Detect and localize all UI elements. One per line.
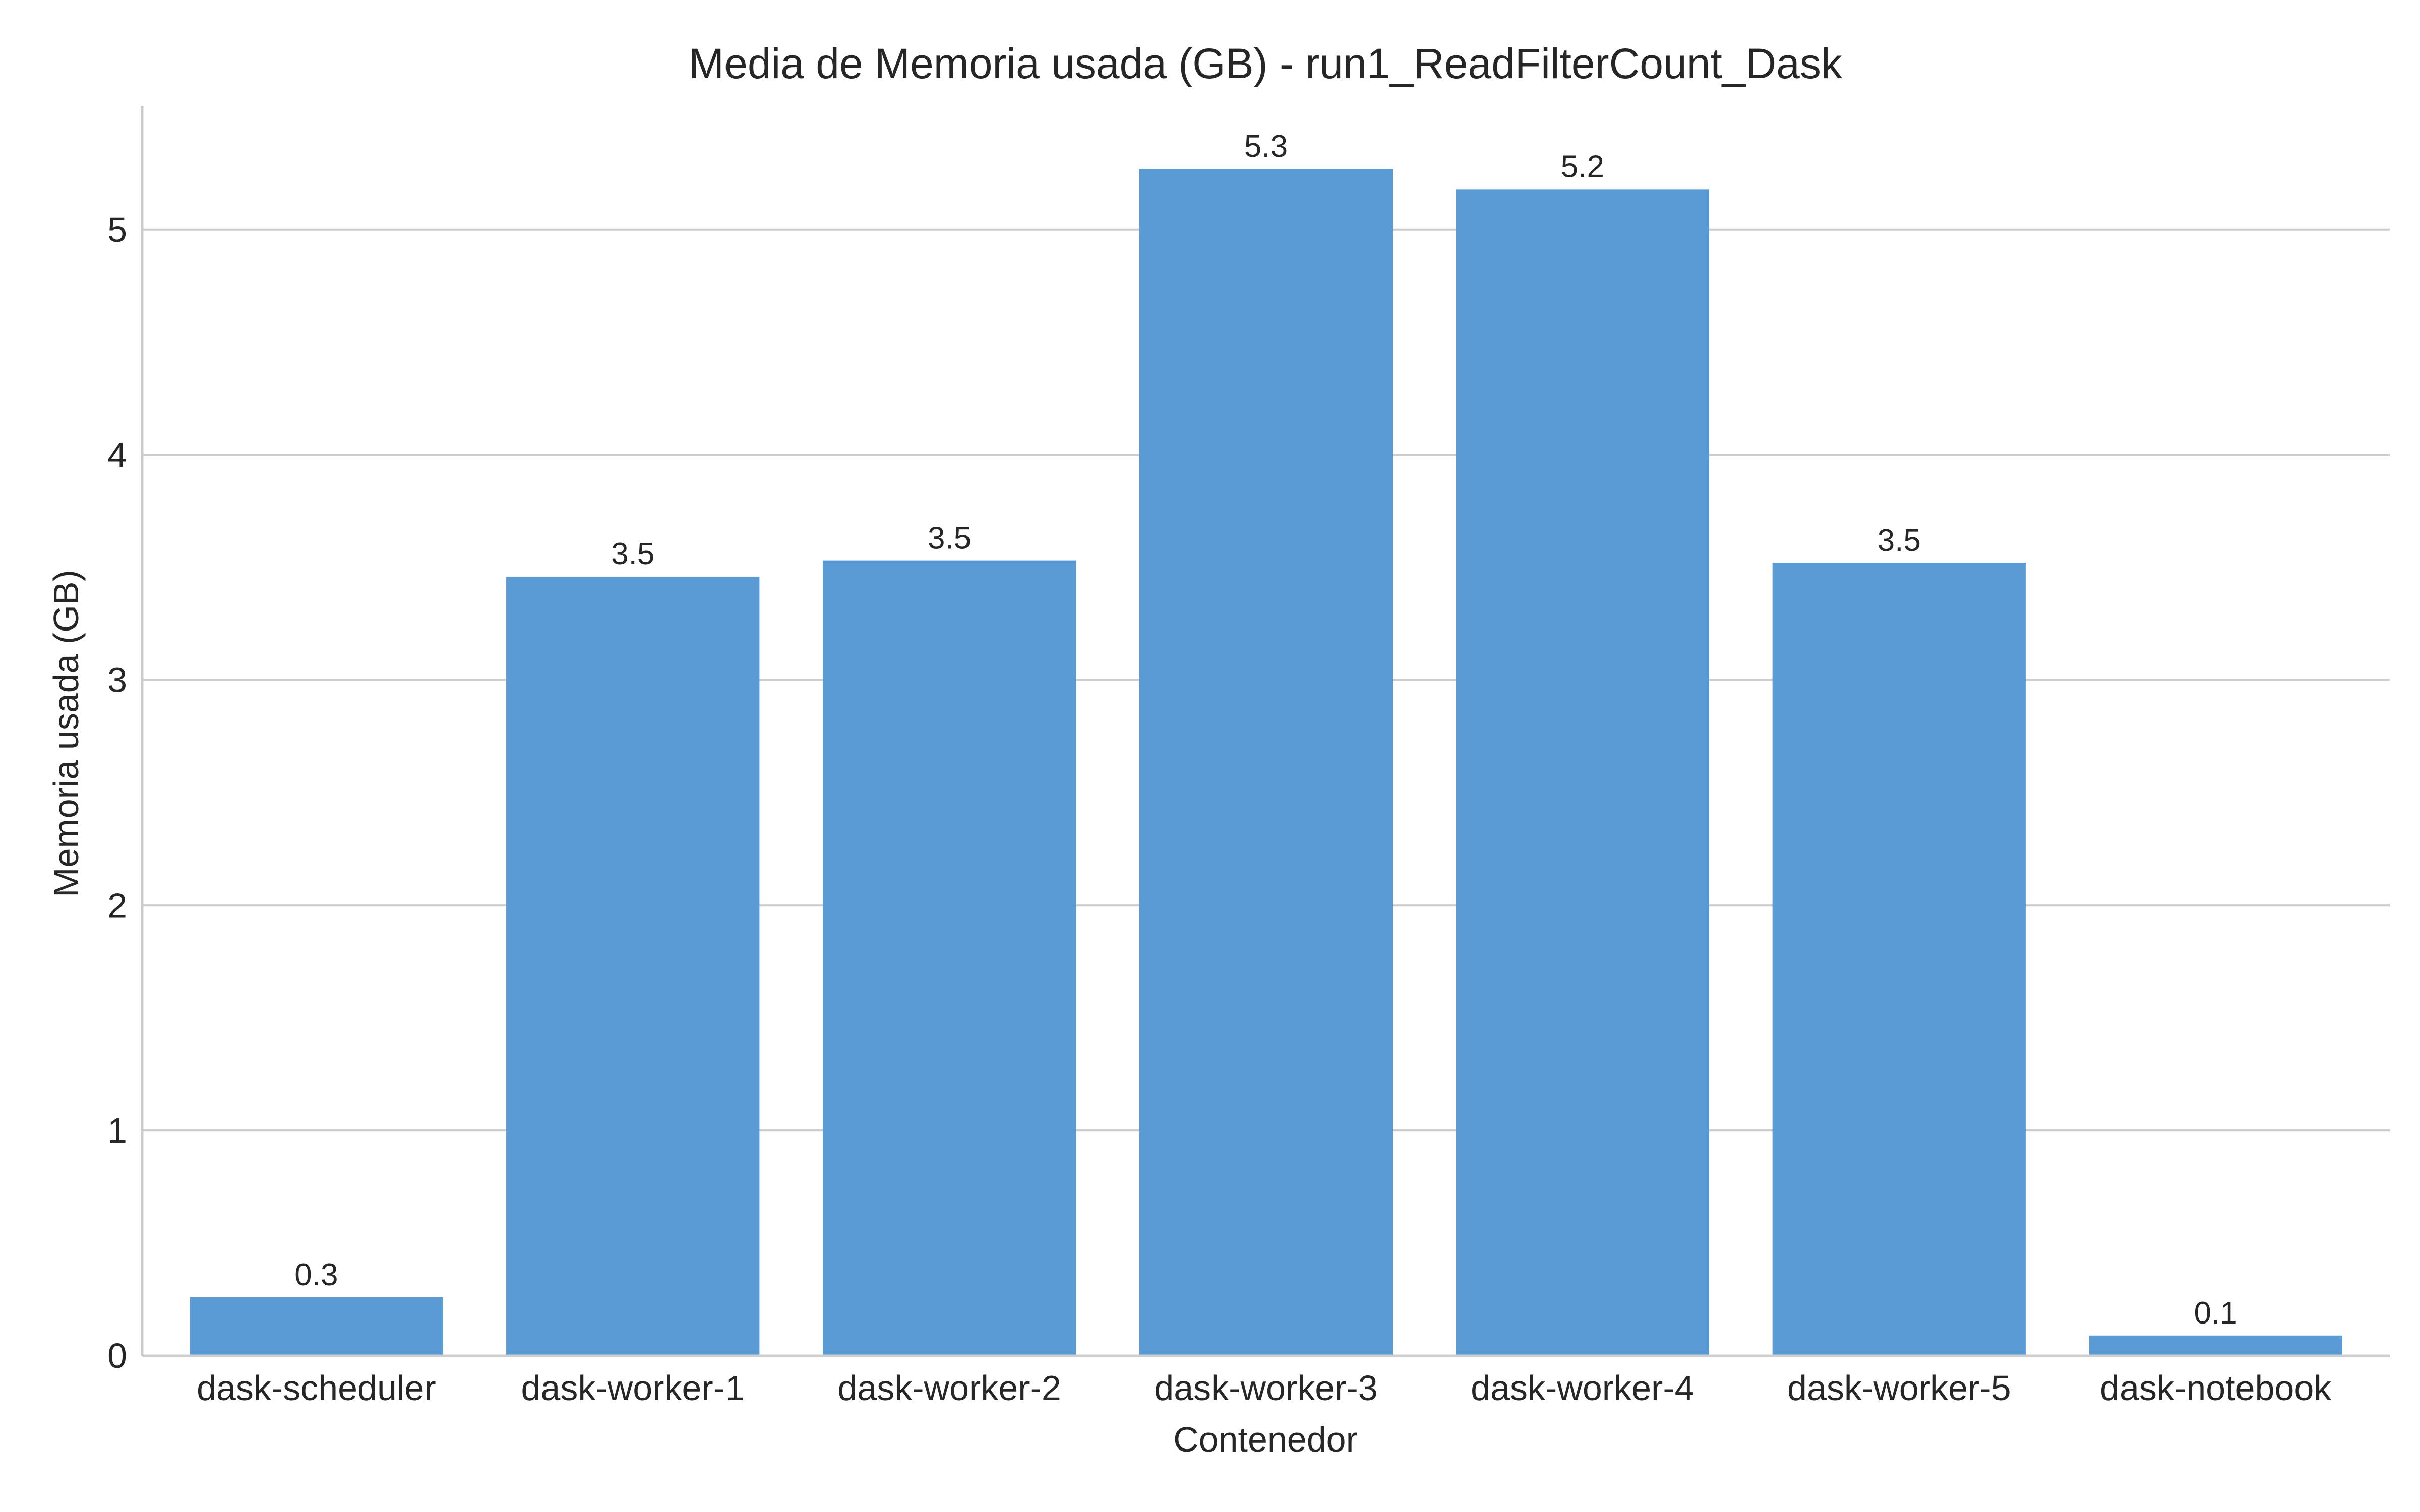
x-tick-label: dask-notebook bbox=[2100, 1368, 2332, 1408]
bar-value-label: 3.5 bbox=[928, 521, 971, 556]
y-tick-label: 3 bbox=[107, 660, 127, 700]
x-axis-ticks: dask-scheduler dask-worker-1 dask-worker-2… bbox=[197, 1368, 2332, 1408]
bar-value-label: 3.5 bbox=[1878, 523, 1921, 558]
bar-value-label: 0.1 bbox=[2194, 1296, 2237, 1331]
bar bbox=[822, 560, 1076, 1356]
y-axis-label: Memoria usada (GB) bbox=[46, 570, 86, 897]
bar bbox=[190, 1297, 443, 1356]
bar-value-label: 5.2 bbox=[1561, 149, 1604, 184]
bar-value-label: 5.3 bbox=[1244, 129, 1288, 164]
x-axis-label: Contenedor bbox=[1173, 1420, 1358, 1459]
y-tick-label: 2 bbox=[107, 886, 127, 925]
bar bbox=[1139, 169, 1393, 1356]
y-tick-label: 0 bbox=[107, 1336, 127, 1375]
x-tick-label: dask-worker-2 bbox=[837, 1368, 1061, 1408]
y-tick-label: 1 bbox=[107, 1111, 127, 1150]
y-axis-ticks: 0 1 2 3 4 5 bbox=[107, 210, 127, 1375]
x-tick-label: dask-worker-4 bbox=[1471, 1368, 1694, 1408]
bar bbox=[1456, 189, 1710, 1356]
x-tick-label: dask-scheduler bbox=[197, 1368, 436, 1408]
x-tick-label: dask-worker-1 bbox=[521, 1368, 744, 1408]
bar bbox=[506, 576, 760, 1356]
bar bbox=[1772, 563, 2026, 1356]
data-labels: 0.3 3.5 3.5 5.3 5.2 3.5 0.1 bbox=[294, 129, 2237, 1331]
bar-value-label: 0.3 bbox=[294, 1257, 338, 1292]
y-tick-label: 4 bbox=[107, 435, 127, 475]
bar bbox=[2089, 1335, 2342, 1356]
x-tick-label: dask-worker-3 bbox=[1154, 1368, 1377, 1408]
chart-title: Media de Memoria usada (GB) - run1_ReadF… bbox=[689, 40, 1843, 87]
bars bbox=[190, 169, 2342, 1356]
x-tick-label: dask-worker-5 bbox=[1787, 1368, 2011, 1408]
y-tick-label: 5 bbox=[107, 210, 127, 249]
bar-value-label: 3.5 bbox=[611, 537, 654, 572]
